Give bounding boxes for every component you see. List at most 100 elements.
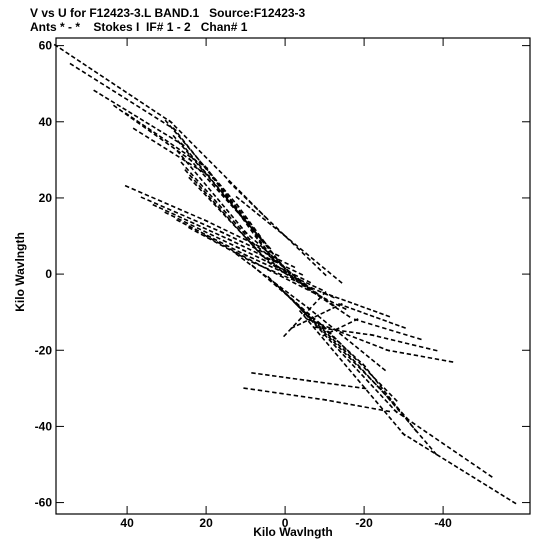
uv-point (383, 387, 388, 392)
uv-point (360, 349, 365, 354)
uv-point (147, 199, 152, 203)
uv-point (287, 327, 293, 332)
x-tick-label: 20 (199, 516, 213, 530)
uv-point (403, 333, 408, 337)
uv-point (337, 348, 342, 354)
uv-point (247, 220, 252, 226)
uv-point (279, 392, 284, 395)
uv-point (164, 209, 170, 213)
uv-point (270, 269, 276, 273)
uv-point (341, 344, 346, 349)
uv-point (465, 471, 470, 476)
uv-point (327, 336, 333, 341)
uv-point (158, 135, 164, 139)
uv-point (282, 291, 288, 296)
uv-point (312, 301, 317, 306)
uv-point (269, 221, 275, 226)
uv-point (200, 233, 206, 238)
x-tick-label: 0 (282, 516, 289, 530)
uv-point (290, 298, 296, 303)
uv-point (464, 457, 470, 462)
uv-point (388, 321, 394, 325)
uv-point (228, 242, 234, 247)
uv-point (337, 346, 343, 351)
uv-point (152, 203, 158, 208)
uv-point (413, 354, 419, 357)
uv-point (270, 261, 276, 266)
uv-point (323, 298, 328, 303)
uv-point (387, 395, 392, 401)
uv-point (379, 393, 384, 399)
uv-point (185, 160, 190, 166)
uv-point (235, 253, 240, 258)
uv-point (200, 231, 206, 235)
uv-point (312, 290, 317, 295)
uv-point (164, 138, 169, 143)
uv-point (332, 275, 338, 280)
uv-point (176, 150, 181, 155)
uv-point (259, 211, 264, 216)
uv-point (482, 469, 487, 474)
uv-point (262, 261, 267, 266)
uv-point (345, 333, 351, 337)
uv-point (235, 245, 241, 250)
uv-point (162, 116, 168, 120)
uv-point (260, 239, 265, 244)
uv-point (234, 219, 239, 224)
uv-point (246, 236, 251, 241)
uv-point (200, 161, 205, 166)
uv-point (198, 176, 203, 182)
uv-point (188, 139, 193, 144)
uv-point (194, 177, 199, 182)
uv-point (116, 85, 122, 90)
uv-point (232, 250, 237, 255)
uv-point (184, 210, 189, 214)
uv-point (176, 132, 181, 138)
uv-point (357, 366, 363, 371)
uv-point (323, 297, 328, 301)
uv-point (331, 335, 336, 340)
uv-point (260, 265, 266, 269)
uv-point (135, 104, 141, 109)
uv-point (241, 254, 247, 259)
uv-point (494, 489, 500, 494)
uv-point (265, 244, 270, 249)
uv-point (184, 147, 189, 153)
uv-point (427, 356, 433, 360)
uv-point (424, 446, 430, 451)
uv-point (291, 281, 297, 285)
uv-point (334, 352, 339, 357)
uv-point (500, 493, 505, 498)
uv-point (326, 308, 331, 312)
y-tick-label: 60 (39, 39, 53, 53)
uv-point (300, 276, 305, 281)
uv-point (231, 247, 236, 251)
uv-point (348, 331, 354, 334)
uv-point (383, 337, 389, 340)
uv-point (203, 190, 208, 195)
uv-point (150, 138, 156, 143)
uv-point (168, 119, 173, 124)
uv-point (118, 108, 124, 113)
uv-point (185, 150, 190, 155)
uv-point (189, 221, 195, 225)
uv-point (261, 238, 266, 244)
uv-point (347, 368, 353, 373)
uv-point (153, 133, 158, 138)
uv-point (129, 100, 135, 105)
uv-point (246, 247, 252, 251)
uv-point (295, 303, 300, 308)
uv-point (274, 267, 280, 271)
uv-point (417, 337, 422, 341)
uv-point (216, 241, 222, 245)
uv-point (207, 195, 212, 200)
uv-point (246, 204, 251, 209)
uv-point (147, 127, 152, 132)
uv-point (250, 388, 256, 391)
uv-point (361, 384, 366, 389)
uv-point (375, 316, 381, 320)
uv-point (220, 193, 225, 199)
uv-point (354, 345, 360, 350)
uv-point (160, 204, 165, 209)
uv-point (213, 198, 218, 204)
